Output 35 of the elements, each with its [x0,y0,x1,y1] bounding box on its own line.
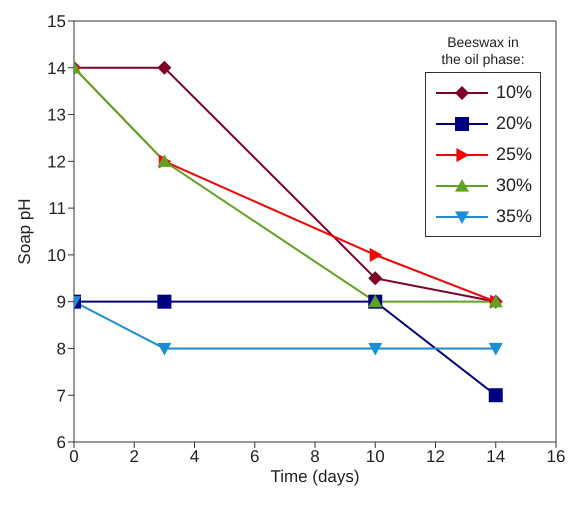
y-tick-label: 7 [56,386,66,406]
legend-label: 35% [496,206,532,227]
y-axis-title: Soap pH [15,198,34,265]
legend-label: 30% [496,175,532,196]
y-tick-label: 13 [47,106,66,125]
point [370,248,382,262]
x-tick-label: 6 [250,447,260,466]
y-tick-label: 15 [47,12,66,32]
y-tick-label: 9 [56,292,66,312]
x-tick-label: 16 [546,447,566,466]
x-tick-label: 10 [366,447,385,466]
point [368,342,382,356]
legend-label: 10% [496,82,532,103]
point [488,342,503,356]
legend-title: Beeswax in the oil phase: [440,34,526,68]
point [157,60,172,75]
x-tick-label: 12 [426,447,445,466]
point [157,294,172,309]
point [368,271,382,286]
y-tick-label: 11 [48,199,66,218]
y-tick-label: 12 [47,152,66,172]
legend-label: 25% [496,144,532,165]
x-tick-label: 4 [190,447,200,466]
y-tick-label: 8 [56,339,66,358]
x-tick-label: 8 [310,447,320,466]
x-tick-label: 14 [486,447,506,466]
legend-label: 20% [496,113,532,134]
point [157,342,172,356]
x-axis-title: Time (days) [270,467,360,486]
x-tick-label: 2 [130,447,139,466]
point [488,388,503,402]
x-tick-label: 0 [69,447,79,466]
y-tick-label: 10 [47,246,66,265]
y-tick-label: 6 [56,433,66,452]
y-tick-label: 14 [47,58,66,78]
